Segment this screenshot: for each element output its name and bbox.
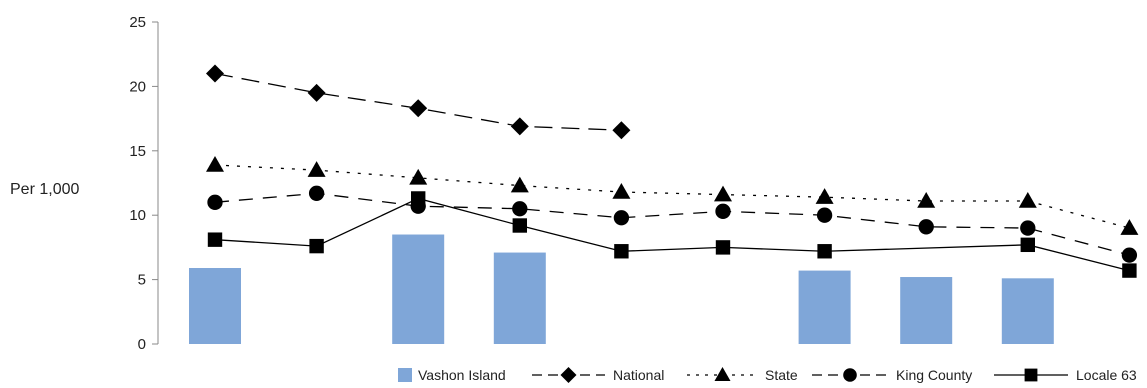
data-point	[1020, 220, 1036, 236]
data-point	[206, 64, 224, 83]
y-tick-label: 10	[129, 207, 146, 224]
data-point	[816, 207, 833, 223]
data-point	[614, 244, 629, 259]
bar	[493, 252, 546, 344]
data-point	[307, 83, 326, 102]
series-line	[214, 164, 1130, 229]
y-axis-label: Per 1,000	[10, 181, 79, 198]
bar	[189, 268, 241, 344]
data-point	[817, 244, 832, 259]
data-point	[714, 185, 732, 202]
data-point	[815, 188, 834, 204]
legend-label: Locale 63	[1076, 367, 1137, 383]
legend-label: Vashon Island	[418, 367, 506, 383]
bar	[798, 270, 851, 344]
data-point	[308, 185, 325, 201]
data-point	[1122, 263, 1137, 278]
data-point	[309, 238, 324, 254]
data-point	[307, 161, 326, 177]
legend-label: National	[613, 367, 664, 383]
data-point	[510, 117, 529, 136]
legend-marker	[843, 368, 857, 382]
data-point	[917, 192, 936, 208]
data-point	[1020, 237, 1035, 253]
data-point	[510, 176, 529, 193]
y-tick-label: 0	[138, 336, 146, 353]
data-point	[715, 203, 731, 219]
legend-label: King County	[896, 367, 972, 383]
legend: Vashon Island National State King County Loc…	[398, 367, 1137, 383]
data-point	[409, 99, 428, 118]
bar	[900, 277, 953, 344]
data-point	[207, 194, 223, 210]
series-line	[214, 192, 1130, 256]
data-point	[715, 240, 731, 255]
legend-marker	[714, 367, 731, 381]
data-point	[1120, 219, 1139, 235]
data-point	[512, 201, 528, 217]
data-point	[409, 168, 428, 185]
legend-marker	[560, 367, 577, 383]
legend-swatch	[398, 368, 412, 382]
legend-marker	[1024, 368, 1038, 382]
data-point	[612, 121, 631, 140]
data-point	[918, 219, 934, 235]
y-axis: 0 5 10 15 20 25	[129, 14, 159, 353]
data-point	[1018, 192, 1037, 208]
data-point	[512, 218, 527, 233]
data-point	[612, 183, 631, 199]
y-tick-label: 5	[138, 272, 146, 289]
legend-label: State	[765, 367, 798, 383]
y-tick-label: 25	[129, 14, 146, 31]
data-point	[1121, 247, 1138, 263]
line-series	[206, 64, 1139, 278]
bar	[392, 234, 445, 344]
y-tick-label: 20	[129, 78, 146, 95]
data-point	[207, 232, 223, 247]
data-point	[206, 155, 224, 172]
data-point	[613, 210, 630, 226]
data-point	[411, 191, 426, 206]
y-tick-label: 15	[129, 143, 146, 160]
series-line	[214, 197, 1130, 272]
bar	[1001, 278, 1054, 344]
bar-series	[189, 234, 1054, 344]
